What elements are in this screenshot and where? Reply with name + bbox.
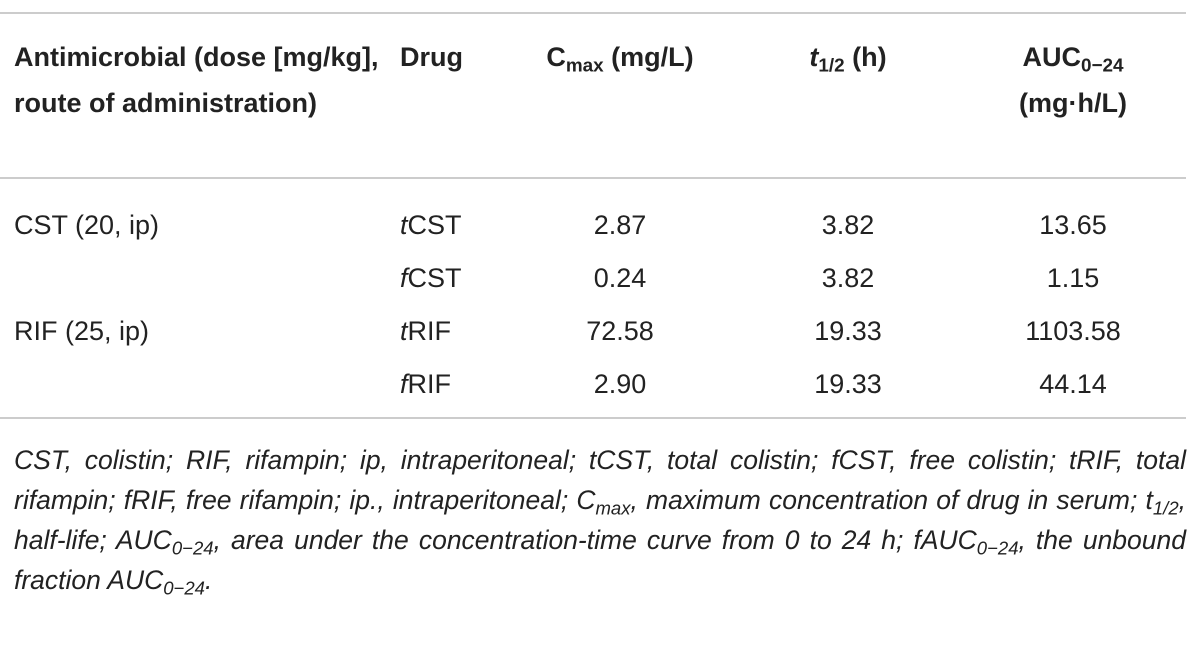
footnote-text: .: [204, 565, 213, 595]
header-text: Antimicrobial (dose [mg/kg], route of ad…: [14, 42, 379, 118]
drug-prefix: f: [400, 263, 408, 293]
drug-name: CST: [407, 210, 462, 240]
antimicrobial: CST (20, ip): [14, 210, 160, 240]
header-cell: Cmax (mg/L): [540, 13, 700, 178]
table-row: fRIF 2.90 19.33 44.14: [0, 358, 1186, 418]
header-cell: t1/2 (h): [700, 13, 996, 178]
cmax: 0.24: [593, 263, 647, 293]
half_life: 19.33: [814, 316, 882, 346]
header-text: (mg/L): [603, 42, 694, 72]
drug-name: RIF: [407, 316, 452, 346]
subscript: 0−24: [976, 537, 1019, 559]
header-text: (mg·h/L): [1019, 88, 1127, 118]
subscript: max: [565, 55, 604, 77]
cell: 3.82: [700, 252, 996, 305]
header-text: AUC: [1022, 42, 1081, 72]
subscript: 0−24: [171, 537, 214, 559]
antimicrobial: RIF (25, ip): [14, 316, 150, 346]
cell: 0.24: [540, 252, 700, 305]
pk-table: Antimicrobial (dose [mg/kg], route of ad…: [0, 12, 1186, 419]
cell: fCST: [400, 252, 540, 305]
drug-name: RIF: [407, 369, 452, 399]
drug-name: CST: [407, 263, 462, 293]
auc: 1103.58: [1025, 316, 1121, 346]
footnote-text: , maximum concentration of drug in serum…: [630, 485, 1153, 515]
subscript: max: [595, 497, 631, 519]
half_life: 19.33: [814, 369, 882, 399]
cell: [0, 358, 400, 418]
header-cell: Antimicrobial (dose [mg/kg], route of ad…: [0, 13, 400, 178]
half_life: 3.82: [821, 263, 875, 293]
subscript: 1/2: [818, 55, 845, 77]
cell: 1.15: [996, 252, 1186, 305]
footnote-text: , area under the concentration-time curv…: [213, 525, 977, 555]
cell: 3.82: [700, 178, 996, 252]
cell: tCST: [400, 178, 540, 252]
header-row: Antimicrobial (dose [mg/kg], route of ad…: [0, 13, 1186, 178]
subscript: 0−24: [163, 577, 205, 599]
table-body: CST (20, ip) tCST 2.87 3.82 13.65 fCST 0.24 3.8…: [0, 178, 1186, 418]
footnote-text: , the unbound fraction AUC: [14, 525, 1187, 595]
cmax: 2.87: [593, 210, 647, 240]
footnote-text: CST, colistin; RIF, rifampin; ip, intrap…: [14, 445, 1186, 515]
cell: 1103.58: [996, 305, 1186, 358]
cell: CST (20, ip): [0, 178, 400, 252]
header-text: C: [546, 42, 566, 72]
cell: RIF (25, ip): [0, 305, 400, 358]
header-cell: Drug: [400, 13, 540, 178]
cmax: 72.58: [586, 316, 654, 346]
header-text: t: [809, 42, 819, 72]
header-text: (h): [844, 42, 887, 72]
table-row: RIF (25, ip) tRIF 72.58 19.33 1103.58: [0, 305, 1186, 358]
cell: 2.87: [540, 178, 700, 252]
auc: 44.14: [1039, 369, 1107, 399]
cell: 72.58: [540, 305, 700, 358]
cmax: 2.90: [593, 369, 647, 399]
table-row: CST (20, ip) tCST 2.87 3.82 13.65: [0, 178, 1186, 252]
table-header: Antimicrobial (dose [mg/kg], route of ad…: [0, 13, 1186, 178]
header-cell: AUC0−24 (mg·h/L): [996, 13, 1186, 178]
cell: tRIF: [400, 305, 540, 358]
footnote: CST, colistin; RIF, rifampin; ip, intrap…: [14, 440, 1186, 600]
subscript: 0−24: [1080, 55, 1124, 77]
header-text: Drug: [400, 42, 463, 72]
drug-prefix: t: [400, 316, 408, 346]
cell: 19.33: [700, 305, 996, 358]
footnote-text: , half-life; AUC: [14, 485, 1186, 555]
table-row: fCST 0.24 3.82 1.15: [0, 252, 1186, 305]
cell: [0, 252, 400, 305]
drug-prefix: f: [400, 369, 408, 399]
half_life: 3.82: [821, 210, 875, 240]
cell: fRIF: [400, 358, 540, 418]
auc: 1.15: [1046, 263, 1100, 293]
cell: 2.90: [540, 358, 700, 418]
drug-prefix: t: [400, 210, 408, 240]
auc: 13.65: [1039, 210, 1107, 240]
subscript: 1/2: [1152, 497, 1179, 519]
cell: 19.33: [700, 358, 996, 418]
cell: 44.14: [996, 358, 1186, 418]
cell: 13.65: [996, 178, 1186, 252]
